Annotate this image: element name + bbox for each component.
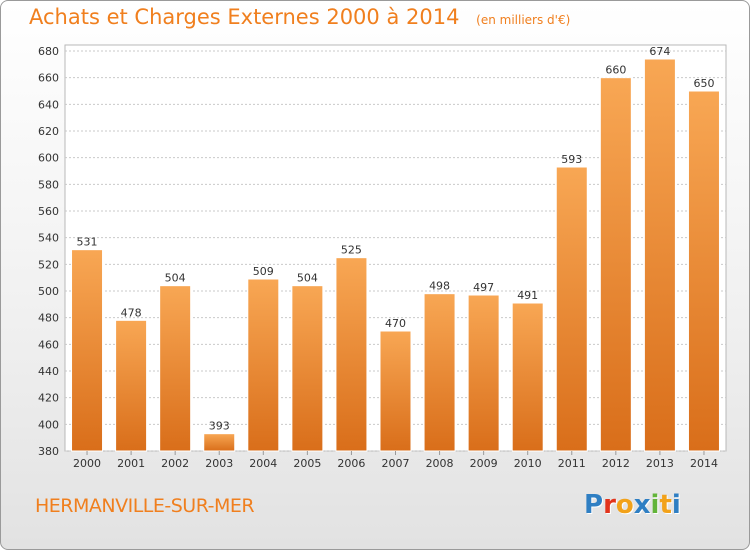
- data-label: 531: [77, 236, 98, 249]
- y-tick-label: 540: [38, 232, 59, 245]
- bar-2014: [687, 90, 720, 452]
- bar-2007: [379, 330, 412, 452]
- data-label: 504: [165, 272, 186, 285]
- data-label: 393: [209, 420, 230, 433]
- bar-2006: [335, 257, 368, 452]
- x-tick-label: 2012: [602, 457, 630, 470]
- x-tick-label: 2010: [514, 457, 542, 470]
- x-tick-label: 2005: [293, 457, 321, 470]
- bar-2008: [423, 293, 456, 452]
- y-tick-label: 440: [38, 365, 59, 378]
- bar-2003: [203, 433, 236, 452]
- x-tick-label: 2013: [646, 457, 674, 470]
- bar-2004: [247, 278, 280, 452]
- y-tick-label: 500: [38, 285, 59, 298]
- bar-2009: [467, 294, 500, 452]
- y-tick-label: 680: [38, 45, 59, 58]
- data-label: 674: [649, 45, 670, 58]
- bar-2005: [291, 285, 324, 452]
- location-label: HERMANVILLE-SUR-MER: [35, 495, 255, 517]
- data-label: 498: [429, 280, 450, 293]
- bar-2002: [159, 285, 192, 452]
- bar-2011: [555, 166, 588, 452]
- bar-2000: [71, 249, 104, 452]
- data-label: 650: [693, 77, 714, 90]
- proxiti-logo: Proxiti: [584, 490, 681, 520]
- y-axis-labels: 380 400 420 440 460 480 500 520 540 560 580 600 620 6…: [38, 45, 59, 458]
- y-tick-label: 660: [38, 72, 59, 85]
- bars: 531 478 504 393 509 504 525 470 498 497 491 593 660 6…: [71, 45, 720, 452]
- y-tick-label: 400: [38, 418, 59, 431]
- x-tick-label: 2007: [382, 457, 410, 470]
- y-tick-label: 420: [38, 392, 59, 405]
- data-label: 660: [605, 64, 626, 77]
- y-tick-label: 560: [38, 205, 59, 218]
- data-label: 470: [385, 317, 406, 330]
- y-tick-label: 460: [38, 338, 59, 351]
- bar-2013: [643, 58, 676, 452]
- data-label: 491: [517, 289, 538, 302]
- data-label: 525: [341, 244, 362, 257]
- y-tick-label: 380: [38, 445, 59, 458]
- y-tick-label: 620: [38, 125, 59, 138]
- data-label: 593: [561, 153, 582, 166]
- y-tick-label: 480: [38, 312, 59, 325]
- data-label: 478: [121, 306, 142, 319]
- x-tick-label: 2001: [117, 457, 145, 470]
- x-tick-label: 2011: [558, 457, 586, 470]
- data-label: 509: [253, 265, 274, 278]
- y-tick-label: 600: [38, 152, 59, 165]
- x-tick-label: 2002: [161, 457, 189, 470]
- chart-unit-note: (en milliers d'€): [476, 13, 571, 27]
- x-tick-label: 2004: [249, 457, 277, 470]
- x-axis-labels: 2000 2001 2002 2003 2004 2005 2006 2007 2008 2009…: [73, 451, 718, 470]
- data-label: 497: [473, 281, 494, 294]
- x-tick-label: 2014: [690, 457, 718, 470]
- data-label: 504: [297, 272, 318, 285]
- x-tick-label: 2000: [73, 457, 101, 470]
- bar-2001: [115, 319, 148, 452]
- y-tick-label: 580: [38, 178, 59, 191]
- y-tick-label: 520: [38, 258, 59, 271]
- chart-title-text: Achats et Charges Externes 2000 à 2014: [29, 5, 460, 29]
- x-tick-label: 2006: [337, 457, 365, 470]
- x-tick-label: 2009: [470, 457, 498, 470]
- chart-title: Achats et Charges Externes 2000 à 2014 (…: [29, 5, 570, 29]
- x-tick-label: 2008: [426, 457, 454, 470]
- bar-2012: [599, 77, 632, 452]
- x-tick-label: 2003: [205, 457, 233, 470]
- bar-2010: [511, 302, 544, 452]
- y-tick-label: 640: [38, 98, 59, 111]
